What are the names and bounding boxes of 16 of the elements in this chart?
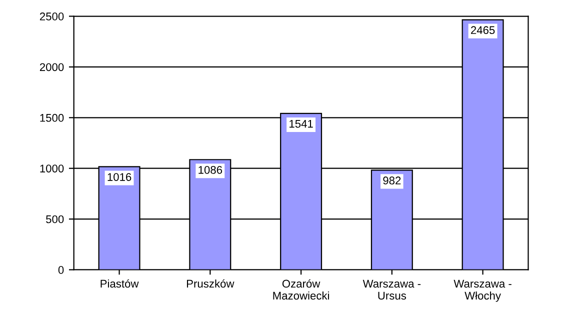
y-tick-label: 0	[58, 266, 64, 274]
data-label: 1086	[198, 166, 222, 174]
y-tick-label: 1500	[40, 114, 64, 122]
x-tick-label: Ozarów Mazowiecki	[273, 279, 330, 300]
x-tick-label: Piastów	[100, 279, 139, 288]
x-tick-label: Warszawa - Włochy	[454, 280, 512, 302]
y-tick-label: 2500	[40, 12, 64, 20]
data-label: 2465	[471, 26, 495, 34]
y-tick-label: 500	[46, 215, 64, 224]
y-tick-label: 1000	[40, 164, 64, 172]
data-label: 982	[383, 176, 401, 184]
x-tick-label: Pruszków	[186, 279, 234, 288]
y-tick-label: 2000	[40, 63, 64, 72]
data-label: 1541	[290, 120, 313, 128]
data-label: 1016	[108, 173, 132, 181]
x-tick-label: Warszawa - Ursus	[362, 280, 421, 300]
